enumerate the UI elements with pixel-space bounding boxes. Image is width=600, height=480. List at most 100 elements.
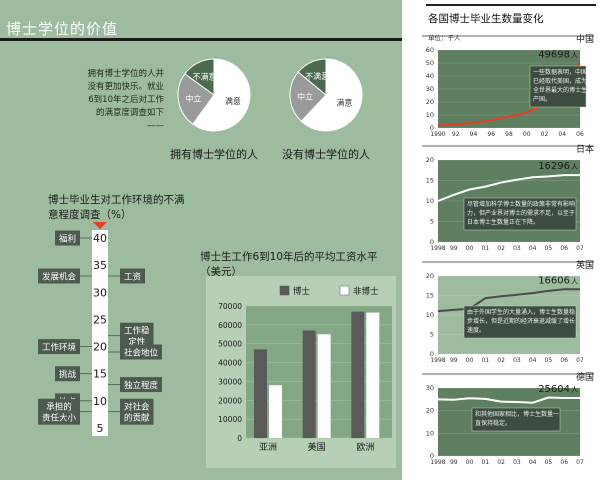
country-end-unit: 人 <box>571 277 578 285</box>
country-x-tick: 92 <box>452 131 460 138</box>
country-x-tick: 03 <box>513 459 521 466</box>
country-y-tick: 30 <box>426 384 434 392</box>
country-series-line <box>437 174 580 202</box>
country-x-tick: 01 <box>482 245 490 252</box>
scale-item-label: 福利 <box>59 234 76 245</box>
salary-bar-2-0 <box>351 311 365 438</box>
scale-tick-label: 20 <box>93 341 107 354</box>
salary-bar-0-0 <box>254 349 267 438</box>
country-note-text: 尽管增加科学博士数量的政策非常有影响 <box>467 200 575 208</box>
country-x-tick: 94 <box>470 131 478 138</box>
scale-item-box <box>120 377 162 393</box>
scale-item-box <box>55 366 80 382</box>
country-note-text: 力，但产业界对博士的需求不足，以至于 <box>467 209 575 217</box>
country-x-tick: 99 <box>450 245 458 252</box>
country-x-tick: 00 <box>466 459 474 466</box>
scale-item-label: 挑战 <box>59 369 77 380</box>
salary-y-tick: 50000 <box>218 340 242 349</box>
scale-item-label: 定性 <box>128 337 146 348</box>
country-end-label: 16606 <box>538 275 570 286</box>
country-y-tick: 5 <box>430 331 434 339</box>
country-note-text: 全世界最大的博士生 <box>533 86 587 94</box>
scale-tick-label: 15 <box>93 368 107 381</box>
salary-bar-0-1 <box>269 385 282 438</box>
scale-item-box <box>120 344 162 360</box>
country-end-unit: 人 <box>571 386 578 394</box>
country-x-tick: 00 <box>523 131 531 138</box>
country-y-tick: 10 <box>426 311 434 319</box>
country-note-text: 速度。 <box>467 326 485 334</box>
salary-y-tick: 40000 <box>218 359 242 368</box>
country-y-tick: 5 <box>430 218 434 226</box>
salary-y-tick: 20000 <box>218 396 242 405</box>
country-x-tick: 05 <box>545 245 553 252</box>
country-note-text: 直保持稳定。 <box>475 419 511 427</box>
scale-tick-label: 30 <box>93 286 107 299</box>
country-x-tick: 00 <box>466 245 474 252</box>
country-note-text: 步增长，但是近期的经济衰退减缓了增长 <box>467 317 575 325</box>
pie0-slice-1 <box>177 73 215 125</box>
country-x-tick: 96 <box>487 131 495 138</box>
pie0-label-1: 中立 <box>185 93 201 103</box>
country-y-tick: 40 <box>426 72 434 80</box>
country-end-label: 16296 <box>538 161 570 172</box>
scale-item-label: 社会地位 <box>124 348 159 359</box>
salary-legend-label: 非博士 <box>353 286 379 297</box>
scale-tick-label: 40 <box>93 232 107 245</box>
pie0-label-0: 满意 <box>225 96 241 106</box>
salary-y-tick: 70000 <box>218 302 242 311</box>
country-note-text: 由于外国学生的大量涌入，博士生数量稳 <box>467 308 575 316</box>
pie0-label-2: 不满意 <box>193 71 217 81</box>
country-x-tick: 07 <box>576 245 584 252</box>
salary-bar-2-1 <box>366 312 380 438</box>
scale-item-box <box>120 268 145 284</box>
scale-tick-label: 25 <box>93 313 107 326</box>
scale-tick-label: 10 <box>93 395 107 408</box>
salary-y-tick: 60000 <box>218 321 242 330</box>
country-y-tick: 20 <box>426 98 434 106</box>
salary-legend-swatch <box>279 285 290 296</box>
country-y-tick: 20 <box>426 156 434 164</box>
pie-intro-text: 拥有博士学位的人并没有更加快乐。就业6到10年之后对工作的满意度调查如下—— <box>87 69 164 131</box>
country-end-label: 49698 <box>538 49 570 60</box>
country-y-tick: 30 <box>426 85 434 93</box>
country-x-tick: 07 <box>576 357 584 364</box>
salary-y-tick: 0 <box>237 434 242 443</box>
right-title-rule <box>426 4 596 6</box>
pie0-slice-0 <box>192 58 251 132</box>
scale-item-label: 工资 <box>124 272 142 283</box>
country-x-tick: 1998 <box>430 357 445 364</box>
salary-legend-swatch <box>339 285 350 296</box>
country-x-tick: 06 <box>560 459 568 466</box>
country-x-tick: 06 <box>560 245 568 252</box>
country-x-tick: 02 <box>541 131 549 138</box>
scale-item-label: 的贡献 <box>124 413 150 424</box>
country-x-tick: 1998 <box>430 459 445 466</box>
country-x-tick: 01 <box>482 459 490 466</box>
country-y-tick: 15 <box>426 292 434 300</box>
country-y-tick: 0 <box>430 238 434 246</box>
country-x-tick: 03 <box>513 357 521 364</box>
country-y-tick: 10 <box>426 197 434 205</box>
scale-item-box <box>38 339 80 355</box>
country-x-tick: 04 <box>529 459 537 466</box>
scale-tick-label: 35 <box>93 259 107 272</box>
country-end-unit: 人 <box>571 51 578 59</box>
country-end-label: 25604 <box>538 384 570 395</box>
page-title: 博士学位的价值 <box>6 20 119 38</box>
unit-label: 单位：千人 <box>428 34 461 42</box>
country-x-tick: 05 <box>545 357 553 364</box>
pie1-slice-1 <box>289 71 327 122</box>
panel-divider <box>402 0 412 480</box>
pie1-label-0: 满意 <box>336 97 352 107</box>
country-y-tick: 0 <box>430 124 434 132</box>
country-y-tick: 0 <box>430 452 434 460</box>
right-panel: 各国博士毕业生数量变化 单位：千人 中国 0 10 20 30 40 50 60 1990 92 9… <box>412 0 600 480</box>
pie1-label-2: 不满意 <box>305 71 329 81</box>
salary-bar-1-1 <box>317 334 331 438</box>
scale-item-label: 发展机会 <box>42 272 77 283</box>
country-note-text: 日本博士生数量正在下降。 <box>467 218 539 226</box>
scale-item-box <box>55 230 80 246</box>
